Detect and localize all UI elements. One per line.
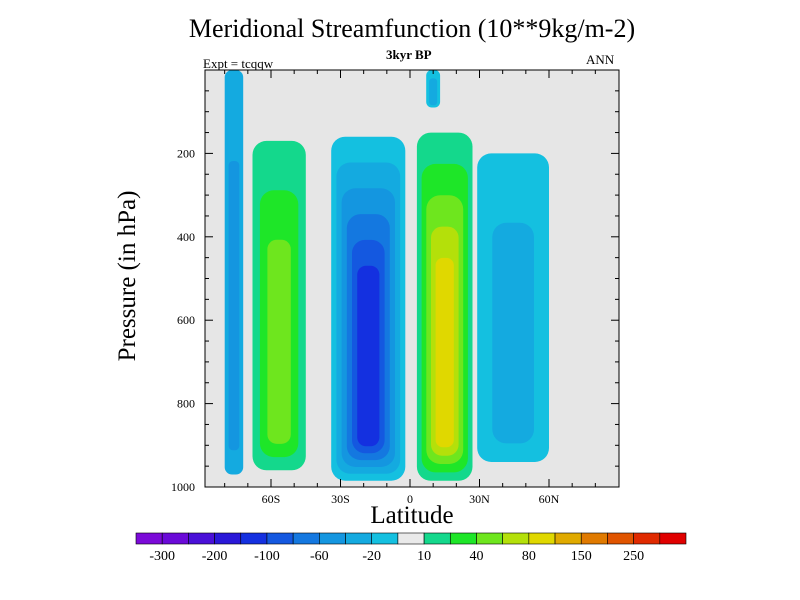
colorbar-label: -200 (202, 549, 228, 564)
colorbar-label: -60 (310, 549, 329, 564)
colorbar-box (371, 532, 399, 545)
experiment-annotation: Expt = tcqqw (203, 56, 274, 71)
southern-ferrel-cell (252, 140, 306, 471)
colorbar-box (554, 532, 582, 545)
y-tick-label: 1000 (171, 480, 195, 494)
contour-cells (224, 70, 549, 481)
colorbar-box (188, 532, 215, 545)
colorbar-label: 40 (469, 549, 483, 564)
equatorial-upper-sliver-level-neg60 (429, 78, 438, 106)
northern-ferrel-cell (477, 153, 549, 462)
colorbar-box (528, 532, 556, 545)
colorbar-label: 80 (522, 549, 536, 564)
southern-polar-cell-level-neg60 (228, 161, 240, 451)
y-tick-label: 800 (177, 397, 195, 411)
colorbar-label: -20 (362, 549, 381, 564)
colorbar-label: 250 (623, 549, 644, 564)
colorbar-box (633, 532, 661, 545)
colorbar-box (214, 532, 242, 545)
x-axis-label: Latitude (370, 502, 454, 529)
colorbar: -300 -200 -100 -60 -20 10 40 80 150 250 (135, 532, 687, 564)
colorbar-box (266, 532, 294, 545)
chart-subtitle: 3kyr BP (386, 47, 432, 62)
x-tick-label: 60S (262, 492, 281, 506)
southern-hadley-cell-level-neg250 (357, 265, 380, 447)
colorbar-box (423, 532, 451, 545)
x-tick-label: 60N (539, 492, 560, 506)
season-annotation: ANN (586, 52, 615, 67)
colorbar-box (659, 532, 687, 545)
colorbar-box (161, 532, 189, 545)
colorbar-box (476, 532, 503, 545)
x-tick-label: 30N (469, 492, 490, 506)
colorbar-box (240, 532, 268, 545)
northern-ferrel-cell-level-neg60 (492, 222, 534, 444)
colorbar-box (607, 532, 634, 545)
northern-hadley-cell (416, 132, 473, 481)
colorbar-label: -300 (149, 549, 175, 564)
colorbar-box (449, 532, 477, 545)
colorbar-box (580, 532, 608, 545)
colorbar-label: 10 (417, 549, 431, 564)
southern-ferrel-cell-level-80 (267, 239, 291, 444)
x-tick-label: 30S (331, 492, 350, 506)
southern-polar-cell (224, 70, 244, 475)
colorbar-box (292, 532, 320, 545)
colorbar-label: -100 (254, 549, 280, 564)
colorbar-label: 150 (571, 549, 592, 564)
colorbar-box (502, 532, 530, 545)
x-tick-label: 0 (407, 492, 413, 506)
y-tick-label: 200 (177, 146, 195, 160)
northern-hadley-cell-level-150 (435, 257, 454, 448)
southern-hadley-cell (331, 136, 406, 481)
chart-title: Meridional Streamfunction (10**9kg/m-2) (188, 14, 636, 43)
colorbar-box (135, 532, 163, 545)
axes: 200 400 600 800 1000 60S 30S 0 30N 60N (171, 69, 620, 506)
y-tick-label: 600 (177, 313, 195, 327)
colorbar-box (397, 532, 425, 545)
colorbar-box (319, 532, 346, 545)
y-tick-label: 400 (177, 230, 195, 244)
equatorial-upper-sliver (426, 70, 441, 108)
colorbar-box (345, 532, 373, 545)
